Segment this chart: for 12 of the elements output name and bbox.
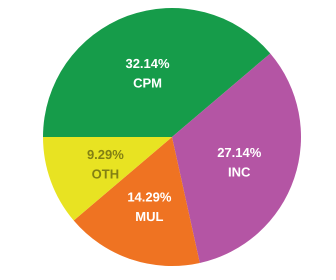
pie-slice <box>43 137 172 221</box>
slice-label: CPM <box>133 75 162 90</box>
pie-slice <box>172 53 301 263</box>
data-label: 9.29% <box>86 146 124 162</box>
pie-slice <box>74 137 200 266</box>
pie-slice <box>43 8 270 137</box>
slice-label: MUL <box>135 209 164 224</box>
slice-label: INC <box>228 164 252 180</box>
slice-label: OTH <box>92 166 120 182</box>
data-label: 27.14% <box>217 145 262 160</box>
data-label: 32.14% <box>125 56 170 71</box>
data-label: 14.29% <box>127 190 172 205</box>
